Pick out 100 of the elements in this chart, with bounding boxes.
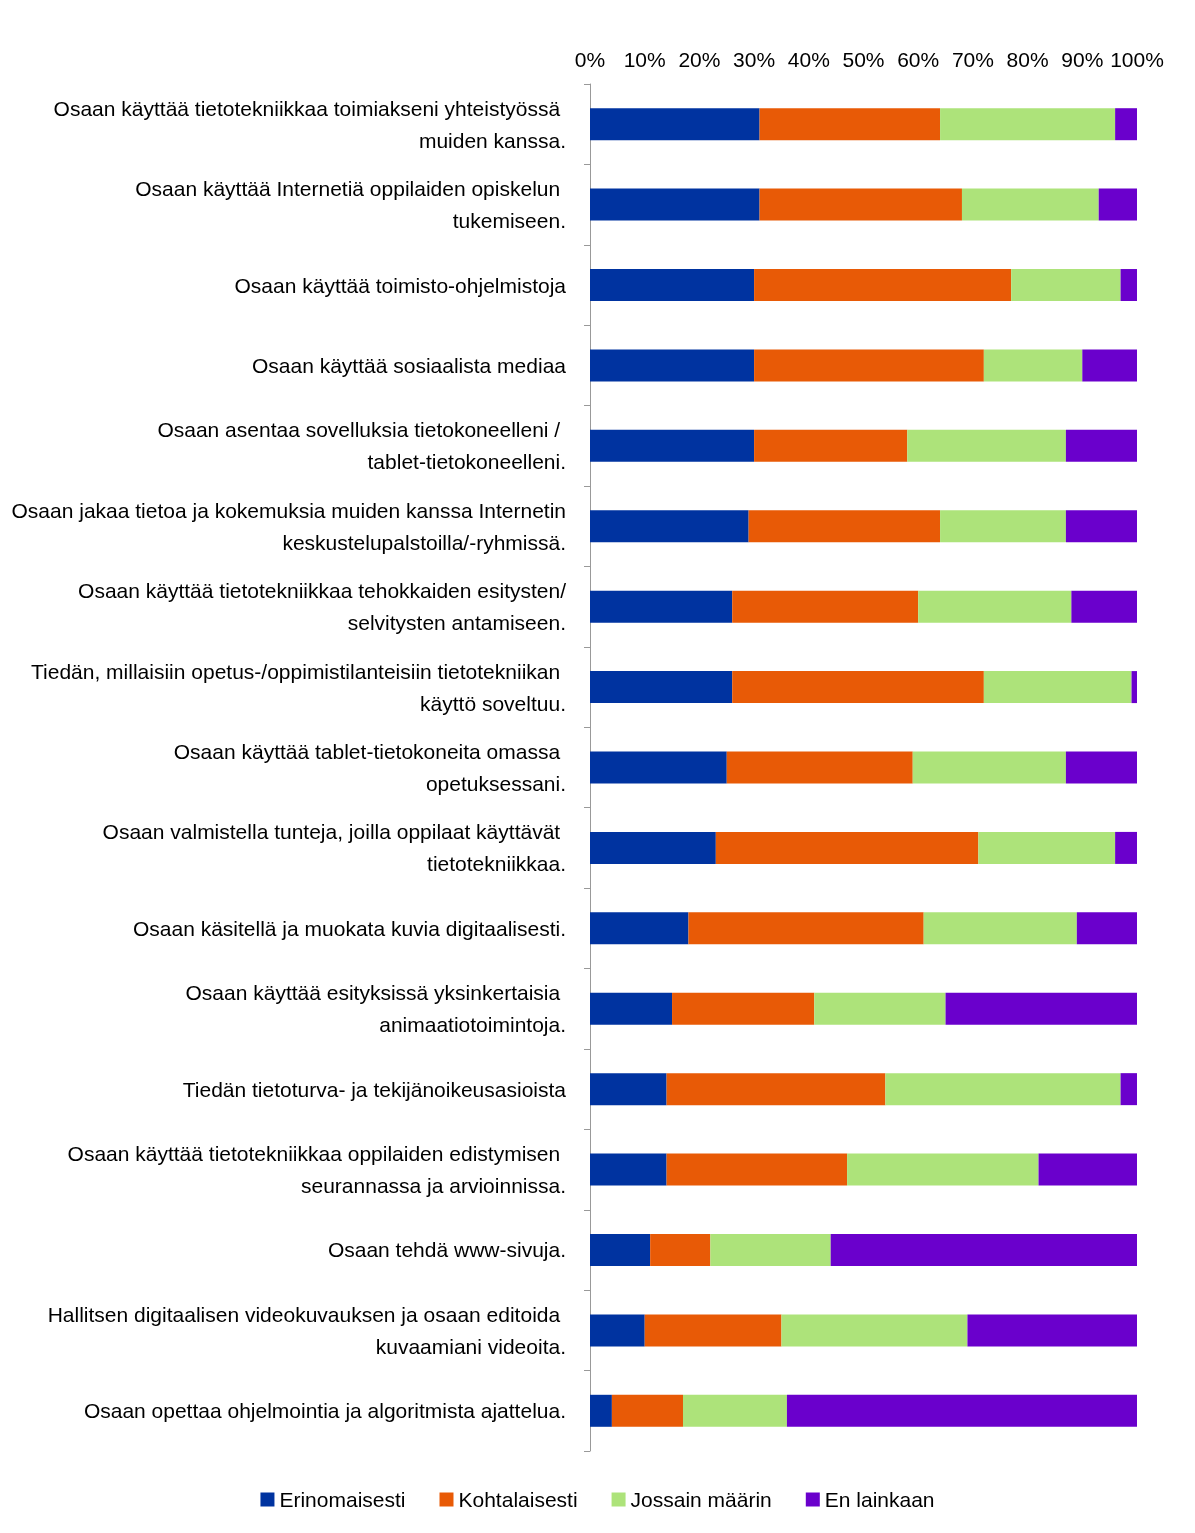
bar: [590, 831, 716, 864]
y-tick-label: Osaan käyttää toimisto-ohjelmistoja: [234, 273, 567, 297]
bar: [590, 269, 755, 302]
x-tick-label: 50%: [842, 48, 885, 71]
bar: [1120, 1073, 1137, 1106]
bar: [983, 349, 1083, 382]
y-tick-label: Osaan käyttää esityksissä yksinkertaisia animaatiotoimintoja.: [185, 981, 566, 1037]
x-tick-label: 30%: [733, 48, 776, 71]
y-tick-label: Osaan tehdä www-sivuja.: [327, 1238, 566, 1262]
y-tick-label: Osaan käyttää Internetiä oppilaiden opiskelun tukemiseen.: [135, 177, 566, 233]
bar: [732, 671, 984, 704]
bar: [1071, 590, 1137, 623]
bar: [1076, 912, 1137, 945]
bar: [590, 912, 689, 945]
bar: [590, 510, 749, 543]
bar: [907, 429, 1066, 462]
y-tick-label: Tiedän, millaisiin opetus-/oppimistilanteisiin tietotekniikan käyttö soveltuu.: [31, 659, 566, 715]
legend-label: En lainkaan: [824, 1488, 935, 1511]
bar: [781, 1314, 968, 1347]
bar: [945, 992, 1137, 1025]
bar: [590, 1153, 667, 1186]
bar: [978, 831, 1116, 864]
y-tick-label: Tiedän tietoturva- ja tekijänoikeusasioista: [182, 1077, 567, 1101]
y-tick-label: Osaan käyttää sosiaalista mediaa: [251, 353, 567, 377]
x-tick-label: 80%: [1006, 48, 1049, 71]
y-tick-label: Osaan asentaa sovelluksia tietokoneelleni / tablet-tietokoneelleni.: [157, 418, 566, 474]
bar: [590, 992, 673, 1025]
legend-label: Kohtalaisesti: [458, 1488, 578, 1511]
x-tick-label: 20%: [678, 48, 721, 71]
x-tick-label: 100%: [1110, 48, 1164, 71]
x-tick-label: 70%: [951, 48, 994, 71]
y-tick-label: Osaan käyttää tablet-tietokoneita omassa opetuksessani.: [173, 740, 566, 795]
bar: [590, 108, 760, 141]
bar: [688, 912, 924, 945]
x-tick-label: 90%: [1061, 48, 1104, 71]
bar: [940, 510, 1066, 543]
y-tick-label: Osaan käyttää tietotekniikkaa tehokkaiden esitysten/selvitysten antamiseen.: [78, 579, 567, 635]
x-tick-label: 0%: [574, 48, 606, 71]
bar: [983, 671, 1132, 704]
bar: [1098, 188, 1137, 221]
bar: [590, 429, 755, 462]
bar: [1011, 269, 1121, 302]
bar: [754, 349, 984, 382]
bar: [590, 1394, 612, 1427]
bar: [918, 590, 1072, 623]
bar: [726, 751, 913, 784]
bar: [1131, 671, 1137, 704]
bar: [611, 1394, 683, 1427]
bar: [590, 590, 733, 623]
bar: [940, 108, 1116, 141]
bar: [814, 992, 946, 1025]
bar: [923, 912, 1077, 945]
bar: [1115, 831, 1137, 864]
bar: [644, 1314, 782, 1347]
bar: [1065, 429, 1137, 462]
bar: [590, 349, 755, 382]
y-tick-label: Osaan opettaa ohjelmointia ja algoritmista ajattelua.: [83, 1399, 566, 1423]
y-tick-label: Osaan käyttää tietotekniikkaa toimiakseni yhteistyössä muiden kanssa.: [53, 96, 566, 152]
bar: [715, 831, 979, 864]
bar: [967, 1314, 1137, 1347]
bar: [885, 1073, 1121, 1106]
bar: [754, 429, 908, 462]
bar: [847, 1153, 1039, 1186]
bar: [1120, 269, 1137, 302]
bar: [666, 1073, 886, 1106]
bar: [1082, 349, 1137, 382]
legend-label: Jossain määrin: [630, 1488, 772, 1511]
y-tick-label: Osaan valmistella tunteja, joilla oppilaat käyttävät tietotekniikkaa.: [102, 820, 566, 876]
bar: [754, 269, 1012, 302]
bar: [748, 510, 941, 543]
bar: [759, 188, 962, 221]
y-tick-label: Hallitsen digitaalisen videokuvauksen ja osaan editoida kuvaamiani videoita.: [47, 1302, 566, 1358]
bar: [759, 108, 941, 141]
bar: [590, 188, 760, 221]
bar: [590, 1233, 651, 1266]
bar: [590, 1073, 667, 1106]
x-tick-label: 60%: [897, 48, 940, 71]
bar: [912, 751, 1066, 784]
bar: [672, 992, 815, 1025]
x-tick-label: 40%: [787, 48, 830, 71]
bar: [732, 590, 919, 623]
bar: [830, 1233, 1137, 1266]
bar: [650, 1233, 711, 1266]
bar: [590, 751, 727, 784]
bar: [1065, 751, 1137, 784]
legend-label: Erinomaisesti: [279, 1488, 406, 1511]
x-tick-label: 10%: [623, 48, 666, 71]
bar: [1115, 108, 1137, 141]
bar: [666, 1153, 848, 1186]
bar: [1065, 510, 1137, 543]
bar: [1038, 1153, 1137, 1186]
y-tick-label: Osaan käyttää tietotekniikkaa oppilaiden edistymisen seurannassa ja arvioinnissa.: [67, 1142, 566, 1198]
bar: [590, 1314, 645, 1347]
bar: [786, 1394, 1137, 1427]
bar: [590, 671, 733, 704]
bar: [682, 1394, 787, 1427]
bar: [961, 188, 1099, 221]
y-tick-label: Osaan jakaa tietoa ja kokemuksia muiden kanssa Internetin keskustelupalstoilla/-ryhmissä.: [11, 498, 566, 554]
y-tick-label: Osaan käsitellä ja muokata kuvia digitaalisesti.: [132, 916, 566, 940]
bar: [710, 1233, 831, 1266]
